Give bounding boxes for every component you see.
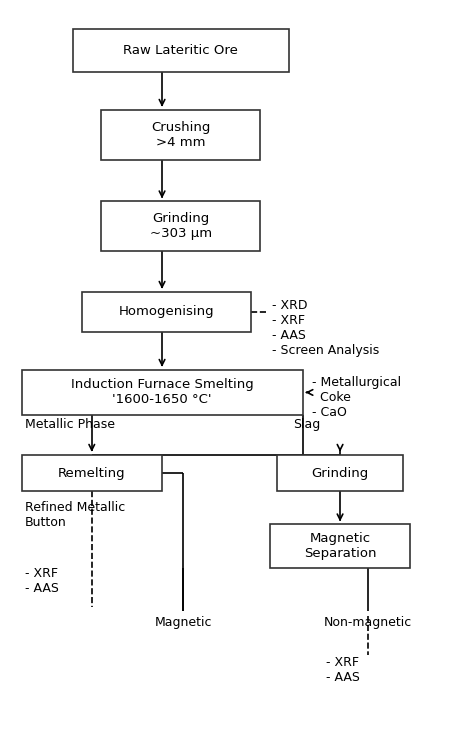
Text: Refined Metallic
Button: Refined Metallic Button xyxy=(25,501,125,529)
Text: Metallic Phase: Metallic Phase xyxy=(25,418,115,431)
Text: Magnetic: Magnetic xyxy=(155,615,212,629)
Bar xyxy=(101,201,260,251)
Text: Magnetic
Separation: Magnetic Separation xyxy=(304,532,376,560)
Bar xyxy=(101,110,260,159)
Text: Grinding: Grinding xyxy=(311,466,369,480)
Text: Induction Furnace Smelting
'1600-1650 °C': Induction Furnace Smelting '1600-1650 °C… xyxy=(71,379,254,407)
Bar xyxy=(270,524,410,568)
Bar xyxy=(82,292,251,332)
Text: Slag: Slag xyxy=(293,418,320,431)
Bar xyxy=(277,455,403,492)
Text: - XRD
- XRF
- AAS
- Screen Analysis: - XRD - XRF - AAS - Screen Analysis xyxy=(272,300,379,357)
Bar xyxy=(21,370,302,415)
Text: - Metallurgical
  Coke
- CaO: - Metallurgical Coke - CaO xyxy=(312,376,401,419)
Text: Grinding
~303 μm: Grinding ~303 μm xyxy=(150,212,212,240)
Text: Non-magnetic: Non-magnetic xyxy=(324,615,412,629)
Text: - XRF
- AAS: - XRF - AAS xyxy=(25,567,59,595)
Text: Crushing
>4 mm: Crushing >4 mm xyxy=(151,120,210,148)
Text: Remelting: Remelting xyxy=(58,466,126,480)
Text: Raw Lateritic Ore: Raw Lateritic Ore xyxy=(123,44,238,57)
Bar xyxy=(21,455,162,492)
Text: Homogenising: Homogenising xyxy=(119,306,215,318)
Bar xyxy=(73,29,289,72)
Text: - XRF
- AAS: - XRF - AAS xyxy=(326,656,360,684)
